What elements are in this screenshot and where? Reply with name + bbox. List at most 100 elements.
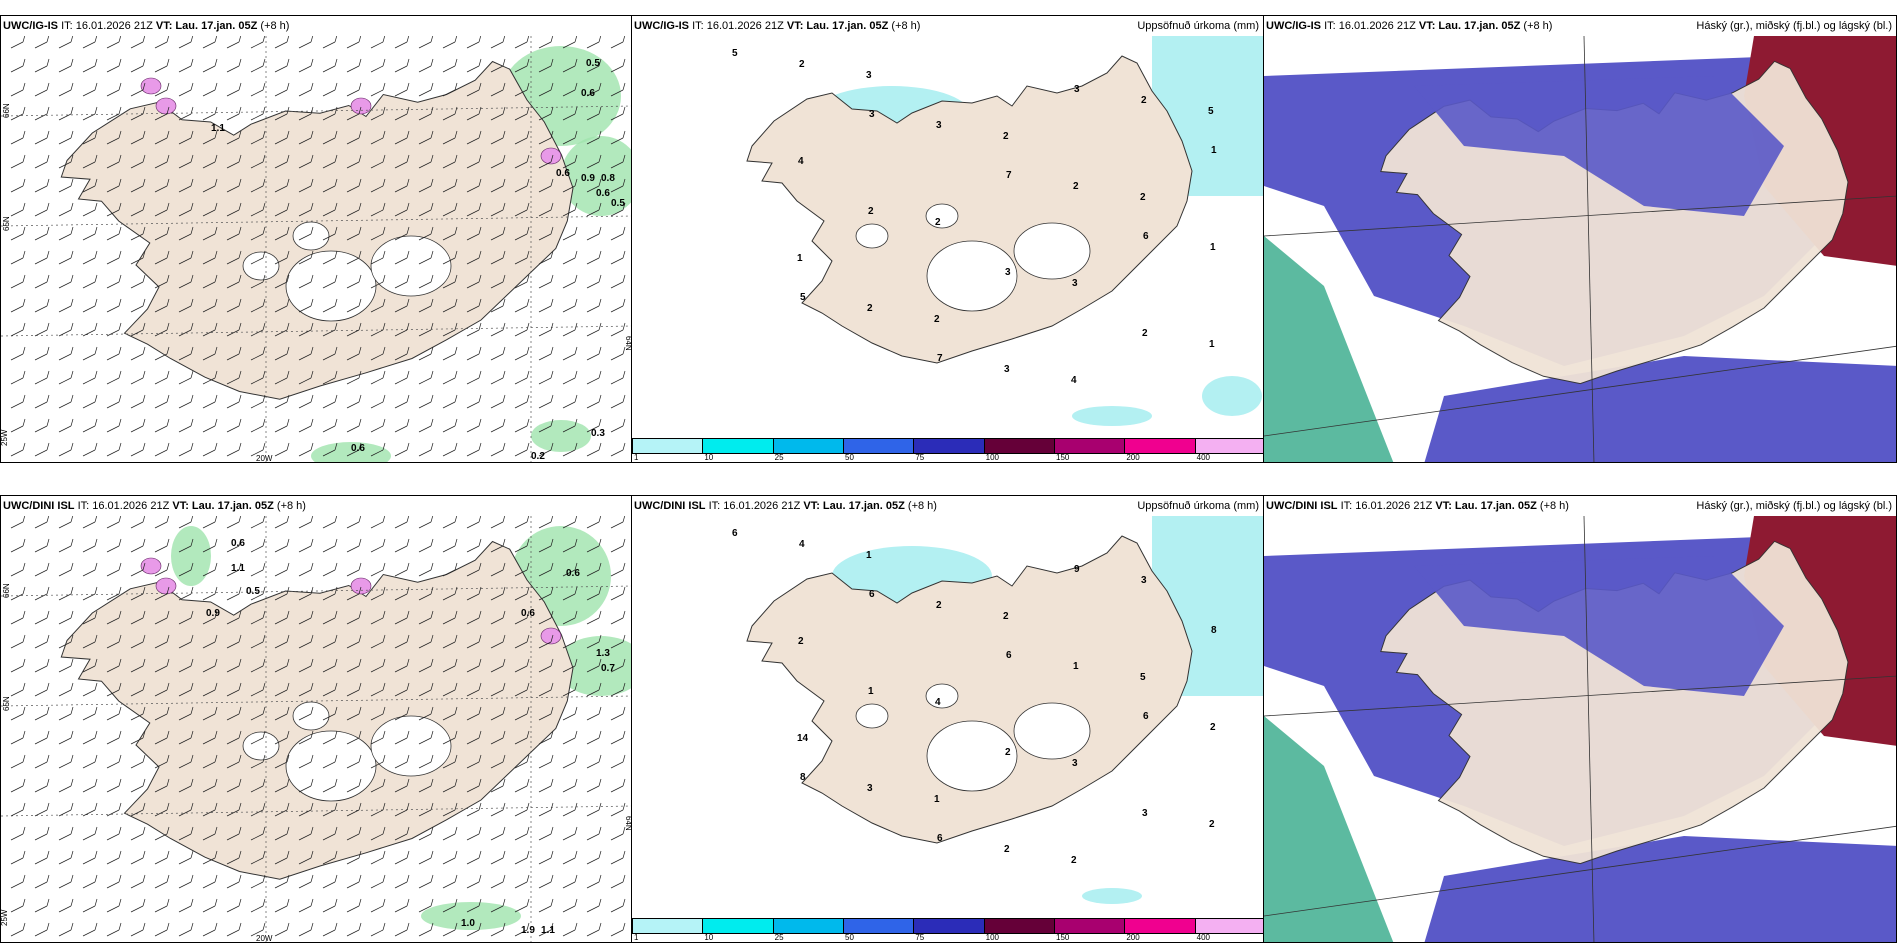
value-label: 1 [1073,661,1079,672]
wind-barb [466,538,482,553]
map-canvas[interactable]: 0.50.60.6 0.80.90.60.51.10.60.20.366N65N6… [1,36,632,463]
map-canvas[interactable]: 5 3 7 6 5 7 3 1 2 3 2 2 3 2 1 2 3 2 4 2 3 1 3 2 2 1 2 4 5 [632,36,1264,436]
wind-barb [466,922,482,937]
wind-barb [514,754,530,769]
wind-barb [610,442,626,457]
wind-barb [490,58,506,73]
value-label: 2 [868,206,874,217]
wind-barb [610,58,626,73]
wind-barb [586,418,602,433]
wind-barb [418,778,434,793]
wind-barb [106,516,122,529]
wind-barb [298,298,314,313]
wind-barb [58,754,74,769]
wind-barb [418,130,434,145]
wind-barb [562,826,578,841]
wind-barb [346,82,362,97]
wind-barb [490,442,506,457]
wind-barb [538,538,554,553]
wind-barb [514,370,530,385]
wind-barb [274,516,290,529]
wind-barb [394,58,410,73]
wind-barb [442,274,458,289]
wind-barb [538,682,554,697]
wind-barb [82,730,98,745]
wind-barb [394,130,410,145]
wind-barb [370,82,386,97]
wind-barb [466,346,482,361]
wind-barb [514,922,530,937]
wind-barb [442,874,458,889]
colorbar-swatch [983,918,1055,934]
wind-barb [322,922,338,937]
map-canvas[interactable] [1264,36,1897,463]
wind-barb [394,898,410,913]
wind-barb [418,154,434,169]
wind-barb [394,418,410,433]
wind-barb [178,202,194,217]
wind-barb [34,274,50,289]
wind-barb [34,562,50,577]
wind-barb [202,346,218,361]
wind-barb [154,106,170,121]
wind-barb [322,394,338,409]
wind-barb [130,706,146,721]
wind-barb [370,898,386,913]
wind-barb [250,898,266,913]
wind-barb [226,82,242,97]
wind-barb [10,730,26,745]
wind-barb [274,82,290,97]
map-canvas[interactable] [1264,516,1897,943]
wind-barb [490,274,506,289]
snow-area [140,557,162,575]
wind-barb [10,58,26,73]
wind-barb [418,58,434,73]
wind-barb [202,658,218,673]
wind-barb [346,826,362,841]
wind-barb [586,610,602,625]
wind-barb [562,82,578,97]
wind-barb [514,682,530,697]
wind-barb [130,538,146,553]
wind-barb [202,58,218,73]
glacier [1013,702,1091,760]
wind-barb [226,250,242,265]
wind-barb [466,154,482,169]
wind-barb [10,610,26,625]
value-label: 6 [732,528,738,539]
wind-barb [370,36,386,49]
wind-barb [562,850,578,865]
wind-barb [322,178,338,193]
wind-barb [226,658,242,673]
wind-barb [82,346,98,361]
wind-barb [178,922,194,937]
wind-barb [82,538,98,553]
wind-barb [178,418,194,433]
wind-barb [34,346,50,361]
value-label: 2 [1209,819,1215,830]
wind-barb [586,370,602,385]
wind-barb [394,802,410,817]
map-canvas[interactable]: 6 6 6 6 8 6 9 8 1 2 3 4 2 1 2 3 2 3 2 4 3 2 1 2 5 14 1 2 [632,516,1264,916]
wind-barb [154,36,170,49]
wind-barb [34,682,50,697]
coordinate-label: 66N [2,103,11,118]
wind-barb [10,418,26,433]
value-label: 2 [1071,855,1077,866]
wind-barb [58,106,74,121]
wind-barb [130,826,146,841]
wind-barb [274,874,290,889]
wind-barb [442,586,458,601]
wind-barb [82,418,98,433]
wind-barb [58,394,74,409]
map-canvas[interactable]: 0.6 1.1 0.5 0.9 0.6 0.6 1.3 0.7 1.0 1.9 1.1 66N 65N 6… [1,516,632,943]
wind-barb [82,226,98,241]
precip-area [421,902,521,930]
wind-barb [370,706,386,721]
wind-barb [346,418,362,433]
value-label: 1.0 [461,918,475,929]
wind-barb [58,36,74,49]
wind-barb [130,202,146,217]
wind-barb [178,154,194,169]
wind-barb [178,778,194,793]
